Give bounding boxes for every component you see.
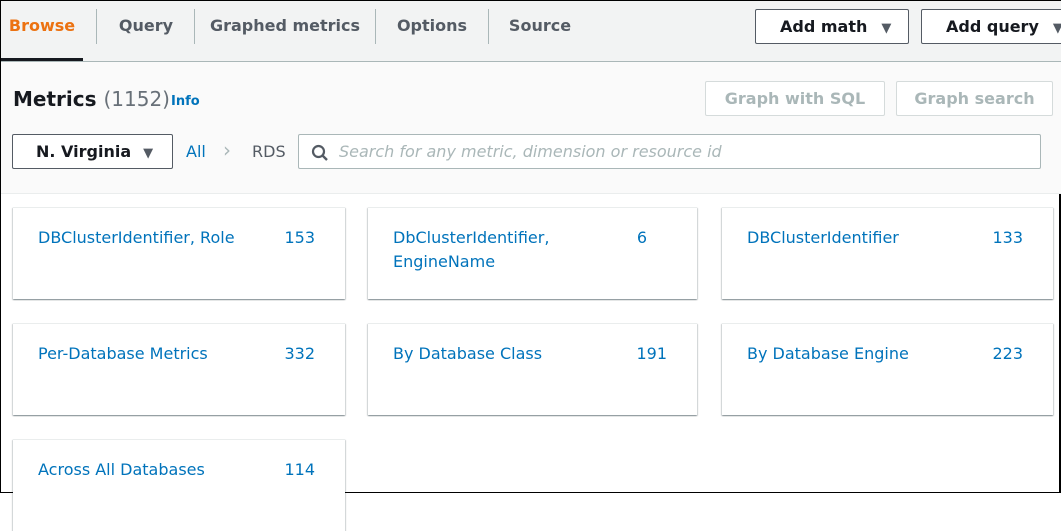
card-link[interactable]: DbClusterIdentifier, EngineName: [393, 228, 550, 271]
region-dropdown[interactable]: N. Virginia ▼: [12, 134, 173, 169]
card-link[interactable]: DBClusterIdentifier, Role: [38, 228, 235, 247]
card-link[interactable]: DBClusterIdentifier: [747, 228, 899, 247]
region-label: N. Virginia: [36, 142, 132, 161]
card-by-database-class: By Database Class 191: [368, 323, 697, 415]
card-dbclusteridentifier: DBClusterIdentifier 133: [722, 207, 1053, 299]
metrics-header: Metrics (1152) Info Graph with SQL Graph…: [1, 62, 1061, 194]
divider: [194, 9, 195, 44]
add-query-label: Add query: [946, 17, 1039, 36]
tab-options[interactable]: Options: [396, 16, 468, 35]
card-count[interactable]: 223: [992, 344, 1023, 363]
graph-with-sql-button[interactable]: Graph with SQL: [705, 81, 885, 116]
title-text: Metrics: [13, 87, 97, 111]
divider: [375, 9, 376, 44]
graph-search-button[interactable]: Graph search: [896, 81, 1053, 116]
card-count[interactable]: 114: [284, 460, 315, 479]
card-dbclusteridentifier-enginename: DbClusterIdentifier, EngineName 6: [368, 207, 697, 299]
card-count[interactable]: 6: [636, 228, 647, 247]
tab-source[interactable]: Source: [508, 16, 572, 35]
card-link[interactable]: By Database Class: [393, 344, 543, 363]
card-across-all-databases: Across All Databases 114: [13, 439, 345, 531]
search-icon: [311, 144, 328, 161]
caret-down-icon: ▼: [1053, 21, 1061, 36]
card-dbclusteridentifier-role: DBClusterIdentifier, Role 153: [13, 207, 345, 299]
add-math-button[interactable]: Add math ▼: [755, 9, 909, 44]
card-by-database-engine: By Database Engine 223: [722, 323, 1053, 415]
card-count[interactable]: 191: [636, 344, 667, 363]
search-input[interactable]: [339, 142, 1029, 161]
search-field[interactable]: [298, 134, 1041, 169]
info-link[interactable]: Info: [171, 94, 200, 109]
add-query-button[interactable]: Add query ▼: [921, 9, 1061, 44]
card-per-database-metrics: Per-Database Metrics 332: [13, 323, 345, 415]
card-count[interactable]: 153: [284, 228, 315, 247]
tab-query[interactable]: Query: [118, 16, 174, 35]
page-title: Metrics (1152): [13, 87, 170, 111]
card-count[interactable]: 332: [284, 344, 315, 363]
tab-browse[interactable]: Browse: [1, 1, 83, 61]
caret-down-icon: ▼: [143, 146, 154, 161]
add-math-label: Add math: [780, 17, 868, 36]
tab-bar: Browse Query Graphed metrics Options Sou…: [1, 1, 1061, 62]
card-link[interactable]: Across All Databases: [38, 460, 205, 479]
breadcrumb-rds: RDS: [252, 142, 286, 161]
chevron-right-icon: ›: [223, 138, 231, 162]
card-link[interactable]: By Database Engine: [747, 344, 909, 363]
divider: [96, 9, 97, 44]
card-count[interactable]: 133: [992, 228, 1023, 247]
divider: [488, 9, 489, 44]
tab-graphed-metrics[interactable]: Graphed metrics: [209, 16, 361, 35]
metrics-count: (1152): [103, 87, 170, 111]
breadcrumb-all[interactable]: All: [186, 142, 206, 161]
caret-down-icon: ▼: [881, 21, 892, 36]
card-link[interactable]: Per-Database Metrics: [38, 344, 208, 363]
